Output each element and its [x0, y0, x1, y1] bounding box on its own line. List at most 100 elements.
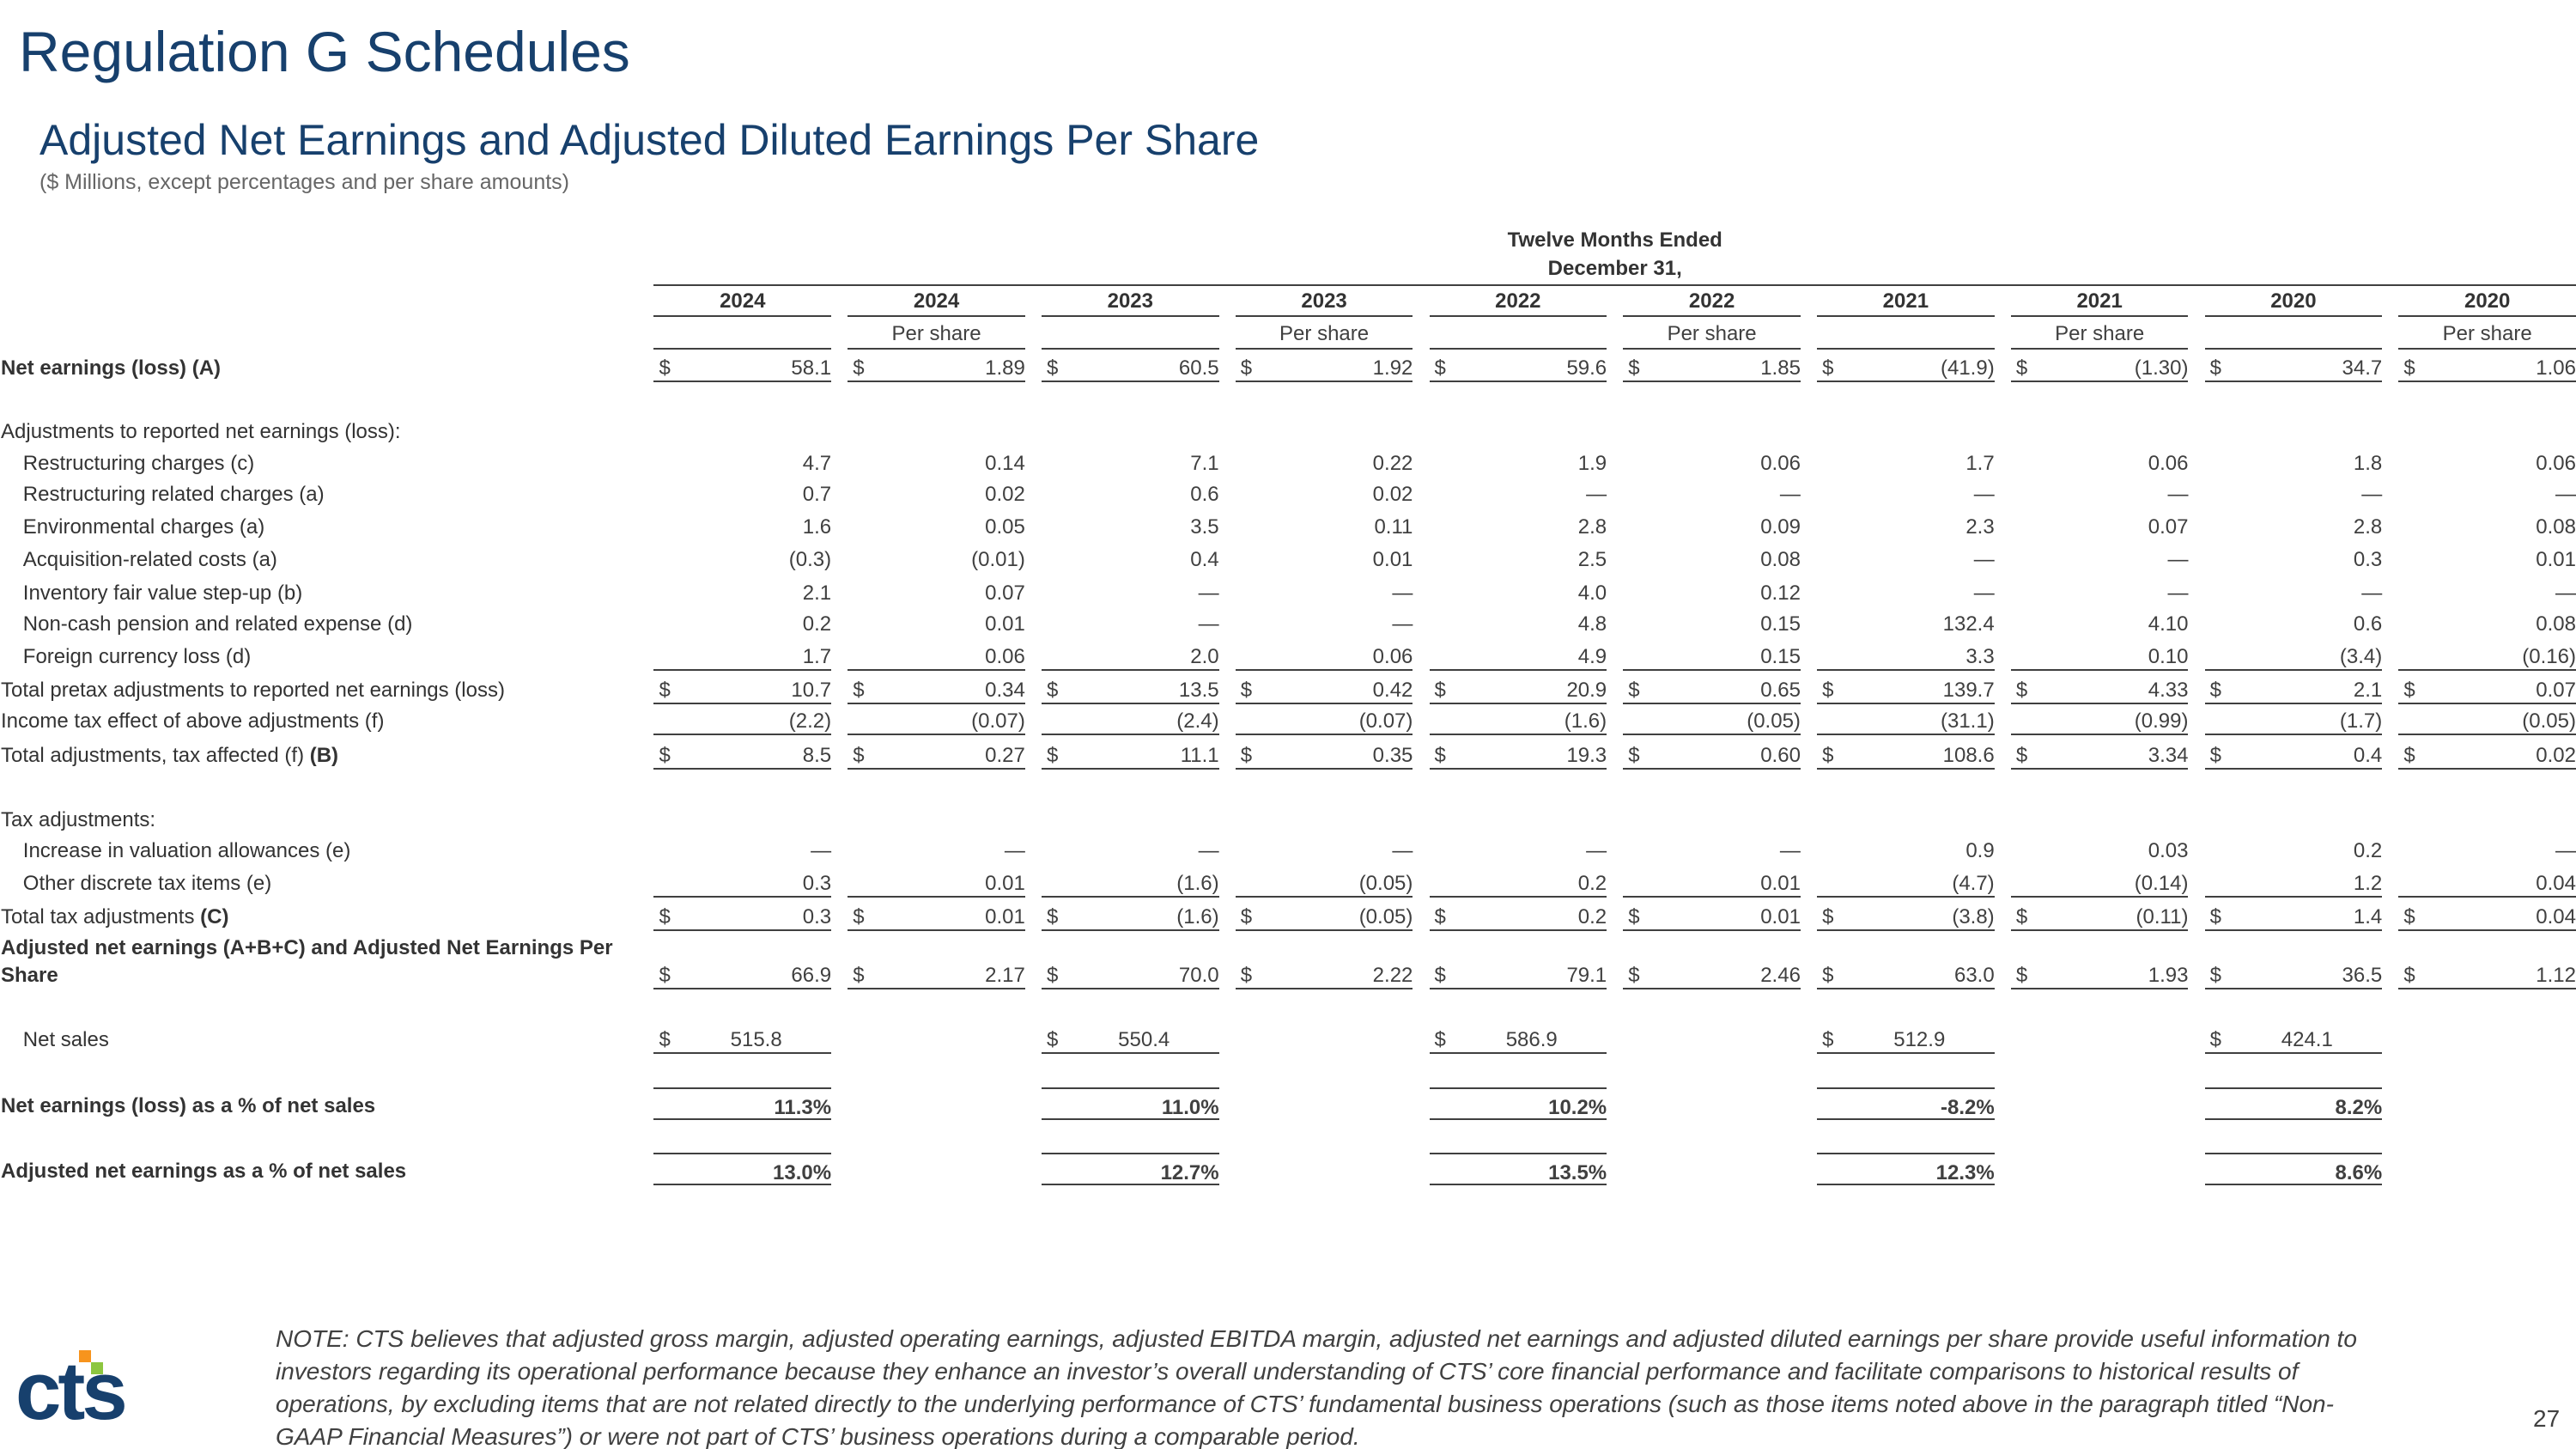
table-cell: 11.3% [653, 1087, 832, 1120]
table-cell: — [2361, 482, 2383, 506]
table-cell: 0.2 [2353, 839, 2383, 863]
currency-sign: $ [1822, 1028, 1834, 1052]
label-text: Restructuring charges (c) [22, 451, 255, 475]
table-cell: 12.3% [1817, 1153, 1995, 1186]
label-emphasis: (C) [200, 904, 229, 928]
table-cell: 1.89 [848, 355, 1025, 382]
table-cell: (3.4) [2204, 643, 2383, 672]
table-cell: 0.6 [1190, 482, 1219, 506]
table-cell: 515.8 [653, 1026, 832, 1055]
row-label: Environmental charges (a) [23, 514, 264, 541]
currency-sign: $ [659, 356, 671, 380]
table-cell: — [1198, 839, 1219, 863]
table-cell: 13.5% [1429, 1153, 1607, 1186]
table-cell: 1.6 [802, 515, 832, 539]
table-cell: 0.34 [848, 677, 1025, 704]
table-cell: 0.12 [1760, 581, 1801, 605]
table-cell: 108.6 [1817, 742, 1995, 770]
row-label: Total pretax adjustments to reported net… [1, 677, 505, 704]
row-label: Income tax effect of above adjustments (… [1, 708, 384, 735]
row-label: Inventory fair value step-up (b) [23, 580, 303, 607]
table-cell: 132.4 [1942, 612, 1995, 636]
table-cell: — [1973, 482, 1995, 506]
column-sub [2204, 320, 2383, 350]
label-text: Increase in valuation allowances (e) [22, 839, 351, 863]
table-cell: — [2167, 482, 2189, 506]
table-cell: 0.06 [2536, 451, 2576, 475]
table-cell: 0.01 [848, 904, 1025, 931]
table-cell: 0.42 [1235, 677, 1413, 704]
currency-sign: $ [853, 356, 865, 380]
currency-sign: $ [1822, 678, 1834, 702]
currency-sign: $ [1047, 904, 1059, 928]
table-cell: — [2167, 548, 2189, 572]
table-cell: 3.3 [1817, 643, 1995, 672]
row-label: Tax adjustments: [1, 807, 155, 834]
currency-sign: $ [659, 678, 671, 702]
table-cell: (0.05) [1235, 870, 1413, 898]
column-year: 2020 [2398, 288, 2576, 317]
table-cell: (1.7) [2204, 708, 2383, 735]
table-cell: 1.8 [2353, 451, 2383, 475]
label-text: Total tax adjustments [1, 904, 195, 928]
table-cell: 0.04 [2398, 904, 2576, 931]
table-cell: 36.5 [2204, 962, 2383, 990]
table-cell: 2.46 [1623, 962, 1801, 990]
label-text: Total adjustments, tax affected (f) [1, 744, 305, 768]
column-sub: Per share [2010, 320, 2189, 350]
table-cell: 0.4 [2204, 742, 2383, 770]
table-cell: (0.07) [1235, 708, 1413, 735]
label-text: Net earnings (loss) as a % of net sales [1, 1093, 376, 1117]
table-cell: 1.85 [1623, 355, 1801, 382]
currency-sign: $ [2209, 356, 2221, 380]
table-cell: 0.01 [1623, 904, 1801, 931]
label-text: Non-cash pension and related expense (d) [22, 612, 413, 636]
currency-sign: $ [853, 744, 865, 768]
table-cell: — [1586, 839, 1607, 863]
table-cell: 0.06 [2148, 451, 2189, 475]
currency-sign: $ [2209, 964, 2221, 988]
currency-sign: $ [1628, 964, 1640, 988]
table-cell: 550.4 [1042, 1026, 1219, 1055]
table-cell: 4.8 [1577, 612, 1607, 636]
label-text: Adjustments to reported net earnings (lo… [1, 420, 401, 444]
table-cell: 34.7 [2204, 355, 2383, 382]
currency-sign: $ [1822, 964, 1834, 988]
table-cell: 63.0 [1817, 962, 1995, 990]
table-cell: — [1392, 581, 1413, 605]
table-cell: 512.9 [1817, 1026, 1995, 1055]
table-cell: (31.1) [1817, 708, 1995, 735]
table-cell: 0.3 [653, 904, 832, 931]
table-cell: 0.08 [2536, 612, 2576, 636]
column-sub [1042, 320, 1219, 350]
currency-sign: $ [1434, 356, 1446, 380]
currency-sign: $ [2015, 964, 2028, 988]
table-cell: — [1586, 482, 1607, 506]
currency-sign: $ [2403, 356, 2415, 380]
currency-sign: $ [853, 678, 865, 702]
label-text: Inventory fair value step-up (b) [22, 581, 303, 605]
table-cell: 0.15 [1760, 612, 1801, 636]
table-cell: 70.0 [1042, 962, 1219, 990]
period-header: Twelve Months Ended [1507, 228, 1722, 253]
row-label: Restructuring charges (c) [23, 450, 254, 478]
table-cell: 10.7 [653, 677, 832, 704]
table-cell: 1.92 [1235, 355, 1413, 382]
table-cell: 2.8 [2353, 515, 2383, 539]
period-header: December 31, [1547, 256, 1682, 280]
table-cell: 0.01 [985, 612, 1025, 636]
table-cell: 0.9 [1965, 839, 1995, 863]
table-cell: 20.9 [1429, 677, 1607, 704]
table-cell: 0.3 [653, 870, 832, 898]
table-cell: 0.01 [1372, 548, 1413, 572]
label-text: Adjusted net earnings (A+B+C) and Adjust… [1, 935, 613, 988]
table-cell: 60.5 [1042, 355, 1219, 382]
table-cell: — [2167, 581, 2189, 605]
table-cell: — [1198, 612, 1219, 636]
table-cell: 0.60 [1623, 742, 1801, 770]
currency-sign: $ [1628, 678, 1640, 702]
table-cell: 586.9 [1429, 1026, 1607, 1055]
currency-sign: $ [1822, 904, 1834, 928]
table-cell: 4.7 [802, 451, 832, 475]
table-cell: 58.1 [653, 355, 832, 382]
